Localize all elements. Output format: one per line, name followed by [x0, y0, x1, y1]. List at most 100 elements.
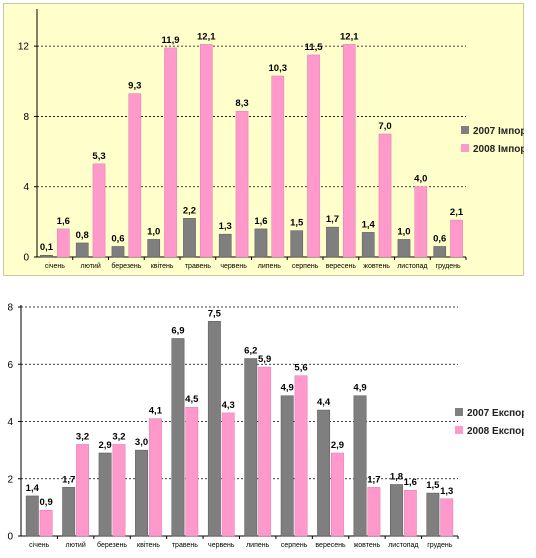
x-category-label: березень: [97, 541, 127, 549]
data-label: 0,9: [40, 497, 53, 508]
data-label: 2,9: [99, 440, 112, 451]
y-tick-label: 8: [23, 112, 29, 123]
data-label: 2,1: [450, 207, 464, 218]
data-label: 3,0: [135, 437, 148, 448]
bar-2007: [40, 254, 53, 258]
y-tick-label: 12: [18, 42, 30, 53]
import-chart: 0 4 8 12 січень 0,1 1,6 лютий 0,8 5,3 березень 0,6 9…: [3, 3, 524, 276]
bar-2008: [128, 93, 142, 258]
data-label: 3,2: [76, 431, 89, 442]
bar-2007: [147, 239, 161, 258]
x-category-label: травень: [185, 263, 211, 270]
x-category-label: червень: [208, 542, 235, 549]
bar-2007: [218, 233, 232, 258]
bar-2008: [378, 133, 392, 258]
data-label: 11,9: [162, 35, 180, 46]
export-chart: 02468січень1,40,9лютий1,73,2березень2,93…: [3, 294, 524, 552]
data-label: 1,4: [362, 219, 376, 230]
x-category-label: грудень: [427, 542, 452, 549]
data-label: 6,9: [171, 325, 184, 336]
data-label: 4,5: [185, 394, 199, 405]
data-label: 1,6: [57, 216, 70, 227]
legend-swatch: [455, 426, 463, 434]
data-label: 0,1: [40, 242, 54, 253]
x-category-label: січень: [29, 541, 49, 549]
legend-label: 2007 Експорт: [467, 408, 524, 419]
x-category-label: травень: [172, 542, 198, 549]
data-label: 1,0: [147, 226, 160, 237]
bar-2008: [92, 163, 106, 258]
x-category-label: квітень: [137, 541, 160, 549]
data-label: 4,9: [281, 383, 294, 394]
data-label: 10,3: [269, 63, 288, 74]
data-label: 1,7: [326, 214, 339, 225]
bar-2008: [164, 47, 177, 258]
bar-2008: [307, 54, 320, 258]
bar-2007: [390, 484, 403, 537]
bar-2008: [414, 186, 428, 258]
data-label: 4,3: [222, 400, 235, 411]
legend-label: 2007 Імпорт: [473, 126, 524, 137]
import-chart-panel: 0 4 8 12 січень 0,1 1,6 лютий 0,8 5,3 березень 0,6 9…: [3, 3, 524, 276]
y-tick-label: 4: [7, 417, 13, 428]
data-label: 11,5: [305, 42, 324, 53]
data-label: 4,1: [149, 406, 163, 417]
x-category-label: листопад: [388, 542, 418, 549]
x-category-label: вересень: [315, 542, 346, 549]
data-label: 4,0: [414, 174, 427, 185]
bar-2008: [367, 487, 381, 537]
data-label: 6,2: [244, 346, 257, 357]
x-category-label: жовтень: [363, 263, 390, 270]
bar-2007: [326, 226, 339, 258]
bar-2008: [440, 498, 454, 537]
bar-2008: [342, 44, 356, 258]
data-label: 12,1: [340, 31, 359, 42]
data-label: 8,3: [235, 98, 248, 109]
data-label: 0,8: [76, 230, 89, 241]
x-category-label: серпень: [281, 542, 308, 549]
x-category-label: листопад: [397, 263, 427, 270]
data-label: 1,7: [62, 474, 75, 485]
bar-2007: [426, 492, 440, 537]
data-label: 1,0: [397, 226, 410, 237]
bar-2007: [25, 495, 39, 537]
x-category-label: лютий: [66, 541, 86, 549]
data-label: 3,2: [112, 431, 125, 442]
data-label: 0,6: [111, 233, 124, 244]
bar-2007: [353, 395, 367, 537]
data-label: 4,4: [317, 397, 331, 408]
x-category-label: грудень: [436, 263, 461, 270]
legend-label: 2008 Експорт: [467, 426, 524, 437]
bar-2007: [183, 218, 196, 258]
bar-2008: [56, 228, 70, 258]
data-label: 12,1: [197, 31, 216, 42]
x-category-label: лютий: [81, 262, 101, 270]
bar-2008: [148, 418, 162, 537]
x-category-label: жовтень: [354, 542, 381, 549]
bar-2008: [112, 444, 126, 537]
bar-2007: [433, 246, 447, 258]
x-category-label: березень: [111, 262, 141, 270]
bar-2007: [75, 242, 89, 258]
bar-2007: [254, 228, 268, 258]
bar-2007: [397, 239, 411, 258]
legend-label: 2008 Імпорт: [473, 144, 524, 155]
y-tick-label: 6: [7, 360, 13, 371]
bar-2008: [403, 489, 417, 537]
data-label: 1,6: [404, 477, 417, 488]
bar-2008: [39, 509, 53, 537]
bar-2007: [317, 409, 331, 537]
bar-2007: [98, 452, 112, 537]
bar-2007: [62, 487, 76, 537]
x-category-label: вересень: [326, 263, 357, 270]
bar-2007: [171, 338, 185, 537]
data-label: 1,6: [254, 216, 267, 227]
data-label: 7,5: [208, 308, 222, 319]
data-label: 1,5: [290, 218, 304, 229]
bar-2008: [258, 366, 272, 537]
bar-2007: [111, 246, 125, 258]
data-label: 7,0: [378, 121, 391, 132]
legend-swatch: [461, 144, 469, 152]
data-label: 1,3: [440, 486, 453, 497]
export-chart-panel: 0 2 4 6 8 січень 1,4 0,9 лютий 1,7 3,2 березень 2,9 3…: [3, 294, 524, 552]
